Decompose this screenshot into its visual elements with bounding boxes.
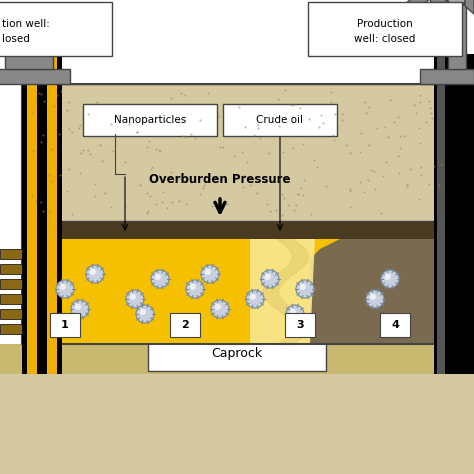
Bar	[57, 54, 62, 374]
Circle shape	[250, 293, 256, 300]
Circle shape	[366, 290, 384, 308]
Bar	[434, 54, 474, 374]
FancyBboxPatch shape	[285, 313, 315, 337]
Circle shape	[60, 283, 66, 290]
Circle shape	[300, 283, 306, 290]
Circle shape	[445, 0, 469, 6]
Circle shape	[286, 305, 304, 323]
Circle shape	[215, 304, 221, 310]
Circle shape	[90, 269, 96, 275]
Circle shape	[264, 273, 271, 280]
Text: Nanoparticles: Nanoparticles	[114, 115, 186, 125]
Circle shape	[290, 309, 296, 315]
Circle shape	[261, 270, 279, 288]
Bar	[0, 324, 22, 334]
FancyBboxPatch shape	[308, 2, 462, 56]
Bar	[0, 309, 22, 319]
Circle shape	[246, 290, 264, 308]
Bar	[22, 239, 452, 344]
Polygon shape	[250, 239, 315, 344]
Text: 1: 1	[61, 320, 69, 330]
Circle shape	[126, 290, 144, 308]
Circle shape	[155, 273, 161, 280]
Circle shape	[205, 269, 211, 275]
Polygon shape	[310, 239, 452, 344]
Text: Production: Production	[357, 19, 413, 29]
Circle shape	[86, 265, 104, 283]
Polygon shape	[465, 0, 474, 14]
Text: well: closed: well: closed	[354, 34, 416, 44]
Bar	[26, 18, 32, 30]
Bar	[437, 54, 445, 374]
Bar	[22, 221, 452, 239]
Bar	[5, 44, 53, 69]
Circle shape	[20, 30, 38, 48]
FancyBboxPatch shape	[0, 2, 112, 56]
Circle shape	[74, 304, 81, 310]
Circle shape	[201, 265, 219, 283]
Text: losed: losed	[2, 34, 30, 44]
Polygon shape	[382, 0, 430, 29]
Bar	[22, 54, 27, 374]
Text: tion well:: tion well:	[2, 19, 50, 29]
Text: 4: 4	[391, 320, 399, 330]
Circle shape	[211, 300, 229, 318]
Bar	[0, 69, 70, 84]
FancyBboxPatch shape	[148, 337, 326, 371]
Circle shape	[71, 300, 89, 318]
Circle shape	[370, 293, 376, 300]
Circle shape	[129, 293, 136, 300]
Bar	[37, 54, 47, 374]
Text: 2: 2	[181, 320, 189, 330]
Circle shape	[186, 280, 204, 298]
Text: Crude oil: Crude oil	[256, 115, 303, 125]
Circle shape	[384, 273, 391, 280]
Circle shape	[25, 35, 33, 43]
Bar	[0, 344, 474, 374]
Circle shape	[190, 283, 196, 290]
Bar	[430, 0, 470, 2]
Bar	[0, 359, 474, 474]
FancyBboxPatch shape	[223, 104, 337, 136]
Bar	[22, 84, 452, 344]
FancyBboxPatch shape	[83, 104, 217, 136]
Circle shape	[140, 309, 146, 315]
Bar	[0, 294, 22, 304]
Circle shape	[136, 305, 154, 323]
Circle shape	[151, 270, 169, 288]
FancyBboxPatch shape	[50, 313, 80, 337]
Bar	[0, 249, 22, 259]
Bar	[22, 54, 62, 374]
Circle shape	[381, 270, 399, 288]
Text: Caprock: Caprock	[211, 347, 263, 361]
Text: 3: 3	[296, 320, 304, 330]
Bar	[0, 279, 22, 289]
Circle shape	[56, 280, 74, 298]
FancyBboxPatch shape	[380, 313, 410, 337]
FancyBboxPatch shape	[170, 313, 200, 337]
Bar	[420, 69, 474, 84]
Bar	[22, 84, 452, 221]
Bar	[0, 264, 22, 274]
Bar	[448, 0, 466, 69]
Text: Overburden Pressure: Overburden Pressure	[149, 173, 291, 185]
Circle shape	[296, 280, 314, 298]
